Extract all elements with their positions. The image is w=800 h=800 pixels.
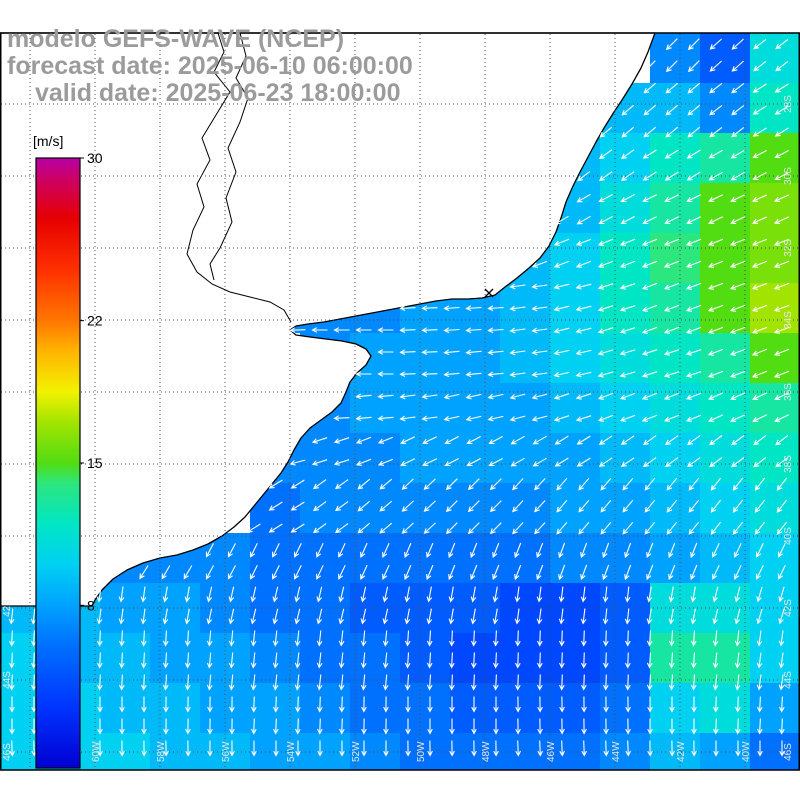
colorbar: [m/s] 30 22 15 8 <box>33 133 103 769</box>
lon-label: 40W <box>741 741 752 762</box>
river-borders <box>186 32 292 323</box>
lon-label: 48W <box>481 741 492 762</box>
axis-labels: 60W 58W 56W 54W 52W 50W 48W 46W 44W 42W 40W 28S 30S 3… <box>2 95 794 762</box>
lat-label: 42S <box>2 599 13 617</box>
lon-label: 50W <box>416 741 427 762</box>
lon-label: 46W <box>546 741 557 762</box>
lat-label: 40S <box>783 527 794 545</box>
lat-label: 32S <box>783 239 794 257</box>
lon-label: 60W <box>91 741 102 762</box>
colorbar-units: [m/s] <box>33 133 63 149</box>
river-line <box>209 32 249 281</box>
lon-label: 54W <box>286 741 297 762</box>
lat-label: 46S <box>783 743 794 761</box>
colorbar-tick-label: 15 <box>87 455 103 471</box>
lat-label: 38S <box>783 455 794 473</box>
lon-label: 44W <box>611 741 622 762</box>
lon-label: 52W <box>351 741 362 762</box>
lat-label: 34S <box>783 311 794 329</box>
lat-label: 46S <box>2 743 13 761</box>
map-frame <box>0 32 800 771</box>
colorbar-tick-label: 30 <box>87 150 103 166</box>
lat-label: 44S <box>783 671 794 689</box>
wind-speed-field <box>0 33 800 770</box>
lat-label: 44S <box>2 671 13 689</box>
lat-lon-grid <box>1 34 799 769</box>
lat-label: 28S <box>783 95 794 113</box>
lon-label: 56W <box>221 741 232 762</box>
river-line <box>186 32 292 323</box>
colorbar-gradient <box>35 157 81 769</box>
lon-label: 58W <box>156 741 167 762</box>
lat-label: 36S <box>783 383 794 401</box>
wind-direction-arrows <box>8 38 790 757</box>
lon-label: 42W <box>676 741 687 762</box>
colorbar-tick-label: 22 <box>87 313 103 329</box>
land-coastline <box>0 32 656 607</box>
colorbar-tick-label: 8 <box>87 597 95 613</box>
lat-label: 42S <box>783 599 794 617</box>
city-marker <box>484 288 494 298</box>
lat-label: 30S <box>783 167 794 185</box>
arrow-glyphs <box>8 38 790 757</box>
